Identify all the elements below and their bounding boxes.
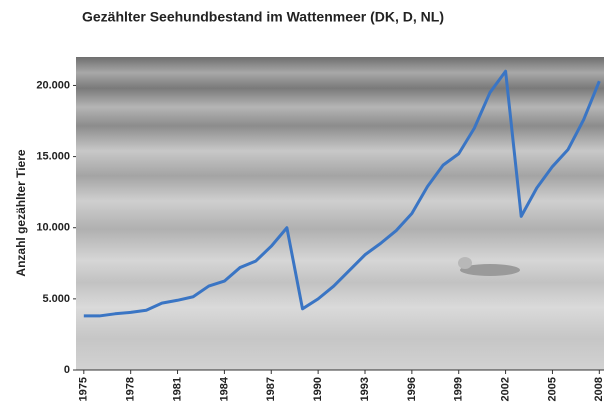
x-tick-label: 1975 bbox=[78, 377, 90, 401]
y-tick-label: 0 bbox=[64, 364, 70, 376]
chart: Gezählter Seehundbestand im Wattenmeer (… bbox=[0, 0, 609, 404]
x-tick-label: 1978 bbox=[125, 377, 137, 401]
y-tick-label: 10.000 bbox=[36, 222, 70, 234]
x-tick-label: 2008 bbox=[593, 377, 605, 401]
x-tick-label: 1990 bbox=[312, 377, 324, 401]
x-tick-label: 1993 bbox=[359, 377, 371, 401]
chart-title: Gezählter Seehundbestand im Wattenmeer (… bbox=[82, 9, 444, 25]
x-tick-label: 1984 bbox=[218, 376, 230, 401]
x-tick-label: 1999 bbox=[453, 377, 465, 401]
y-tick-label: 5.000 bbox=[42, 293, 70, 305]
x-tick-label: 1987 bbox=[265, 377, 277, 401]
x-tick-label: 2002 bbox=[499, 377, 511, 401]
y-axis-title: Anzahl gezählter Tiere bbox=[14, 149, 28, 276]
plot-background bbox=[76, 57, 604, 370]
y-tick-label: 20.000 bbox=[36, 79, 70, 91]
y-tick-label: 15.000 bbox=[36, 150, 70, 162]
x-tick-label: 1996 bbox=[406, 377, 418, 401]
x-tick-label: 2005 bbox=[546, 377, 558, 401]
x-tick-label: 1981 bbox=[171, 377, 183, 401]
